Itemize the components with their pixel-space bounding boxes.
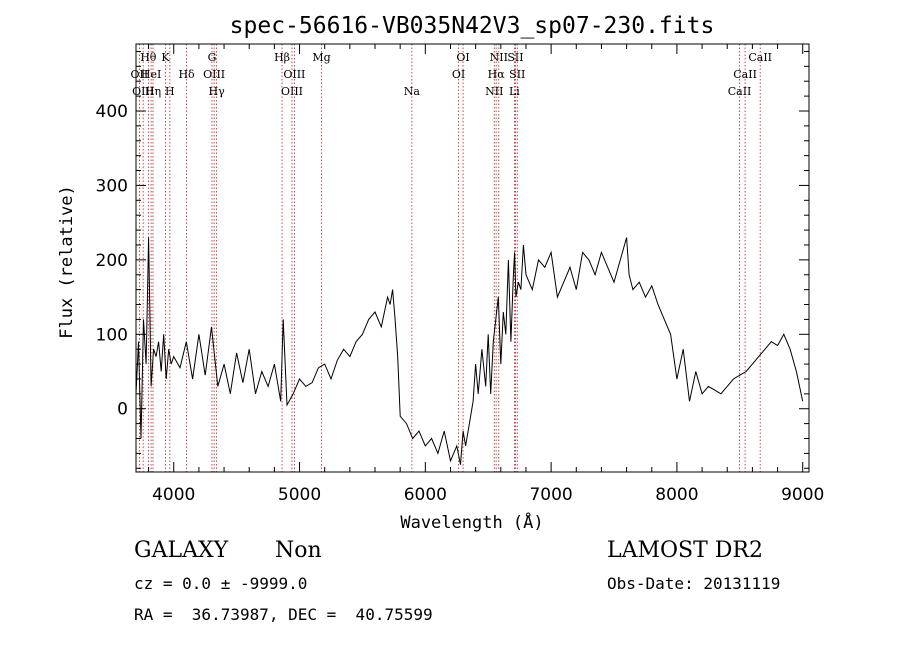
x-axis-ticks: 4000 5000 6000 7000 8000 9000 <box>149 44 825 505</box>
line-label-25: CaII <box>733 68 757 81</box>
spectrum-series <box>136 238 803 465</box>
x-tick-label-6000: 6000 <box>404 485 447 505</box>
line-label-22: SII <box>509 68 525 81</box>
y-tick-label-200: 200 <box>96 251 128 271</box>
line-label-3: HeI <box>141 68 161 81</box>
y-tick-label-300: 300 <box>96 176 128 196</box>
object-subclass: Non <box>275 538 322 563</box>
line-label-24: CaII <box>748 51 772 64</box>
line-label-14: Mg <box>312 51 330 64</box>
y-tick-label-100: 100 <box>96 325 128 345</box>
line-label-12: OIII <box>283 68 305 81</box>
spectral-line-markers: HθOIIOIIIHeIHηKHHδGOIIIHγHβOIIIOIIIMgNaO… <box>131 44 772 472</box>
line-label-5: K <box>161 51 170 64</box>
y-tick-label-0: 0 <box>117 400 128 420</box>
y-axis-label: Flux (relative) <box>57 185 77 339</box>
x-axis-label: Wavelength (Å) <box>400 511 543 533</box>
line-label-4: Hη <box>145 85 161 98</box>
line-label-15: Na <box>404 85 421 98</box>
y-axis-ticks: 0 100 200 300 400 <box>96 51 809 468</box>
x-tick-label-7000: 7000 <box>529 485 572 505</box>
line-label-7: Hδ <box>178 68 195 81</box>
line-label-20: NII <box>485 85 503 98</box>
line-label-19: Hα <box>488 68 506 81</box>
y-tick-label-400: 400 <box>96 102 128 122</box>
obs-date: Obs-Date: 20131119 <box>607 574 780 593</box>
line-label-6: H <box>165 85 175 98</box>
line-label-11: Hβ <box>274 51 290 64</box>
line-label-10: Hγ <box>209 85 226 98</box>
line-label-9: OIII <box>203 68 225 81</box>
line-label-18: NII <box>490 51 508 64</box>
line-label-13: OIII <box>281 85 303 98</box>
line-label-21: SII <box>507 51 523 64</box>
survey-name: LAMOST DR2 <box>607 538 763 563</box>
line-label-8: G <box>208 51 217 64</box>
x-tick-label-8000: 8000 <box>655 485 698 505</box>
series-line-0 <box>136 238 803 465</box>
chart-title: spec-56616-VB035N42V3_sp07-230.fits <box>230 13 715 39</box>
x-tick-label-4000: 4000 <box>152 485 195 505</box>
ra-dec: RA = 36.73987, DEC = 40.75599 <box>134 605 433 624</box>
line-label-17: OI <box>452 68 465 81</box>
object-class: GALAXY <box>134 538 228 563</box>
line-label-0: Hθ <box>140 51 157 64</box>
x-tick-label-9000: 9000 <box>781 485 824 505</box>
x-tick-label-5000: 5000 <box>278 485 321 505</box>
redshift-cz: cz = 0.0 ± -9999.0 <box>134 574 307 593</box>
line-label-23: Li <box>509 85 520 98</box>
line-label-26: CaII <box>728 85 752 98</box>
